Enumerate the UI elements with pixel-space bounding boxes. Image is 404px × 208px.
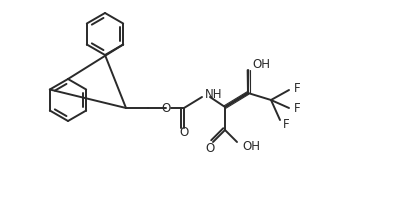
Text: F: F <box>294 102 301 114</box>
Text: O: O <box>205 142 215 156</box>
Text: OH: OH <box>252 57 270 71</box>
Text: OH: OH <box>242 140 260 154</box>
Text: O: O <box>161 102 170 114</box>
Text: F: F <box>294 82 301 94</box>
Text: F: F <box>283 119 290 131</box>
Text: O: O <box>179 126 189 140</box>
Text: NH: NH <box>205 88 223 100</box>
